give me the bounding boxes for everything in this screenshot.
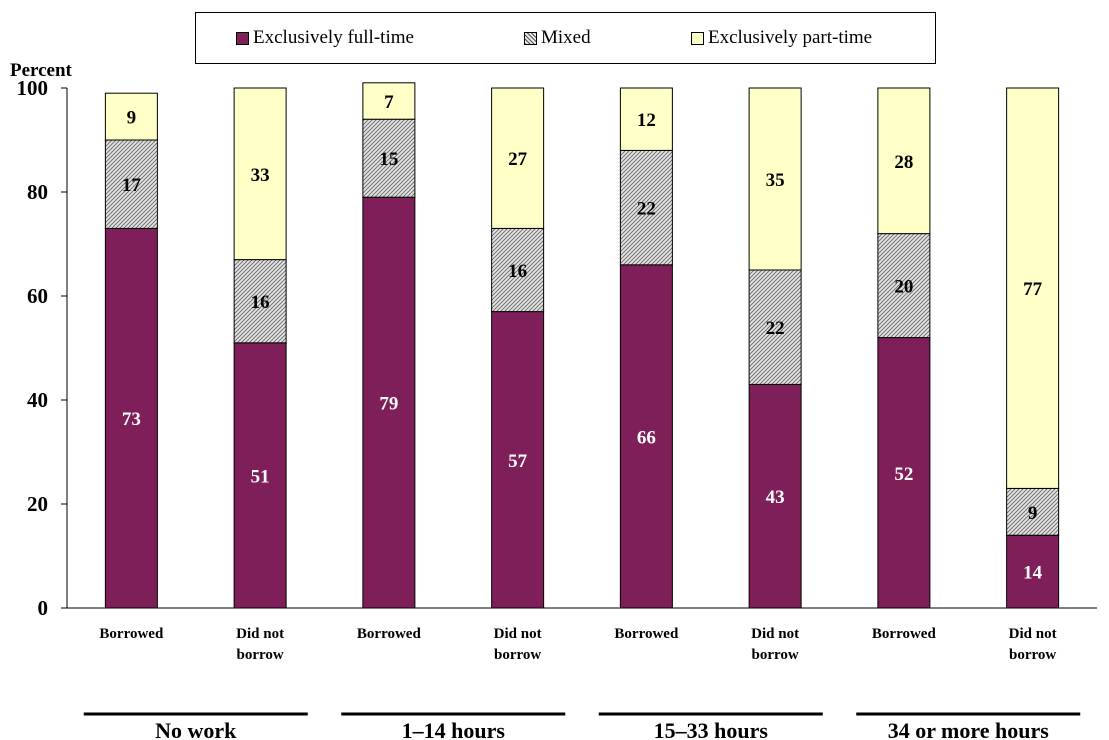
data-label: 7: [384, 92, 394, 113]
data-label: 14: [1023, 563, 1043, 584]
group-label: 1–14 hours: [402, 718, 506, 740]
y-tick-label: 60: [27, 284, 48, 308]
data-label: 66: [637, 427, 656, 448]
y-tick-label: 100: [17, 76, 49, 100]
data-label: 17: [122, 175, 142, 196]
data-label: 51: [251, 466, 270, 487]
group-label: 34 or more hours: [888, 718, 1050, 740]
group-label: 15–33 hours: [654, 718, 769, 740]
data-label: 15: [379, 149, 398, 170]
data-label: 20: [894, 277, 913, 298]
data-label: 9: [1028, 503, 1038, 524]
x-tick-label: Borrowed: [872, 626, 937, 642]
group-label: No work: [155, 718, 237, 740]
data-label: 79: [379, 394, 398, 415]
data-label: 16: [251, 292, 270, 313]
data-label: 22: [766, 318, 785, 339]
data-label: 22: [637, 199, 656, 220]
x-tick-label: Did not borrow: [1009, 626, 1057, 663]
data-label: 33: [251, 165, 270, 186]
data-label: 9: [127, 108, 137, 129]
data-label: 43: [766, 487, 785, 508]
data-label: 27: [508, 149, 528, 170]
data-label: 73: [122, 409, 141, 430]
data-label: 35: [766, 170, 785, 191]
x-tick-label: Did not borrow: [751, 626, 799, 663]
x-tick-label: Borrowed: [614, 626, 679, 642]
x-tick-label: Did not borrow: [236, 626, 284, 663]
y-tick-label: 80: [27, 180, 48, 204]
data-label: 57: [508, 451, 528, 472]
y-tick-label: 40: [27, 388, 48, 412]
data-label: 28: [894, 152, 913, 173]
data-label: 16: [508, 261, 527, 282]
data-label: 52: [894, 464, 913, 485]
data-label: 12: [637, 110, 656, 131]
y-tick-label: 20: [27, 492, 48, 516]
y-tick-label: 0: [38, 596, 49, 620]
x-tick-label: Borrowed: [357, 626, 422, 642]
data-label: 77: [1023, 279, 1043, 300]
x-tick-label: Borrowed: [99, 626, 164, 642]
x-tick-label: Did not borrow: [494, 626, 542, 663]
